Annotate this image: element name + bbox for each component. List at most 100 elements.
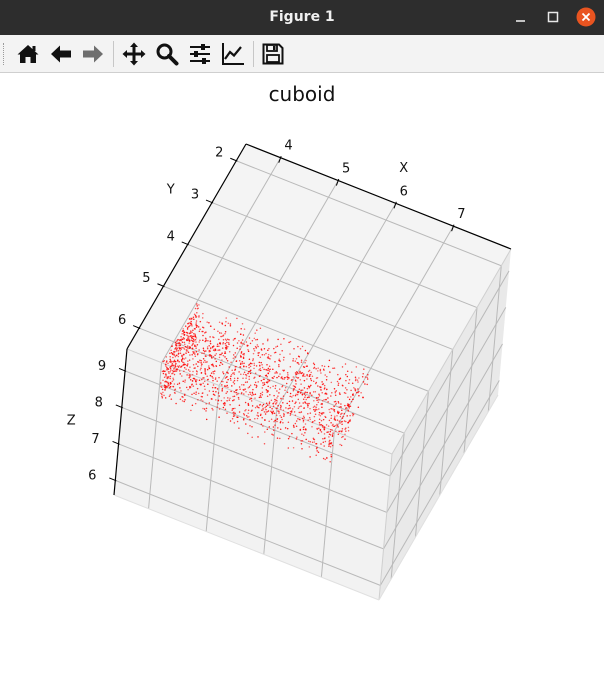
zoom-icon[interactable] xyxy=(154,41,180,67)
grid-line-z xyxy=(379,380,500,586)
scatter-point xyxy=(233,413,235,415)
scatter-point xyxy=(329,411,331,413)
scatter-point xyxy=(307,440,310,443)
scatter-point xyxy=(212,371,214,373)
scatter-point xyxy=(286,378,289,380)
edit-axes-icon[interactable] xyxy=(220,41,246,67)
scatter-point xyxy=(218,356,221,359)
scatter-point xyxy=(251,409,253,411)
scatter-point xyxy=(204,369,206,371)
scatter-point xyxy=(273,412,276,415)
scatter-point xyxy=(298,411,300,414)
scatter-point xyxy=(313,405,316,407)
scatter-point xyxy=(322,425,324,428)
scatter-point xyxy=(346,404,349,406)
maximize-icon[interactable] xyxy=(542,6,564,28)
scatter-point xyxy=(243,417,245,420)
scatter-point xyxy=(208,351,210,353)
x-tick-label: 5 xyxy=(342,162,350,177)
scatter-point xyxy=(262,384,264,386)
scatter-point xyxy=(302,420,305,423)
3d-axes[interactable]: 4 5 6 7 2 3 4 5 6 6 7 8 9 X Y Z xyxy=(0,73,604,672)
scatter-point xyxy=(322,438,324,440)
close-icon[interactable] xyxy=(575,6,597,28)
scatter-point xyxy=(247,350,250,352)
scatter-point xyxy=(186,365,189,367)
z-tick-label: 8 xyxy=(95,395,103,410)
scatter-point xyxy=(292,376,295,378)
scatter-point xyxy=(214,349,217,352)
scatter-point xyxy=(325,378,328,381)
scatter-point xyxy=(322,412,325,414)
scatter-point xyxy=(162,379,164,382)
save-icon[interactable] xyxy=(260,41,286,67)
scatter-point xyxy=(283,412,285,415)
y-tick-label: 5 xyxy=(142,271,150,286)
scatter-point xyxy=(300,359,303,361)
scatter-point xyxy=(348,398,351,401)
scatter-point xyxy=(331,435,334,437)
x-tick xyxy=(278,156,282,163)
scatter-point xyxy=(248,386,251,388)
scatter-point xyxy=(251,394,253,397)
scatter-point xyxy=(238,427,240,429)
scatter-point xyxy=(315,447,318,450)
scatter-point xyxy=(258,406,260,409)
scatter-point xyxy=(194,307,197,310)
minimize-icon[interactable] xyxy=(510,6,532,28)
scatter-point xyxy=(163,376,166,379)
scatter-point xyxy=(267,338,269,340)
scatter-point xyxy=(325,424,328,426)
scatter-point xyxy=(257,436,259,438)
scatter-point xyxy=(271,407,273,410)
scatter-point xyxy=(208,354,211,356)
scatter-point xyxy=(338,430,340,433)
scatter-point xyxy=(189,378,192,381)
scatter-point xyxy=(190,318,192,321)
matplotlib-toolbar xyxy=(0,35,604,73)
scatter-point xyxy=(179,398,182,400)
scatter-point xyxy=(295,425,298,427)
subplots-icon[interactable] xyxy=(187,41,213,67)
plot-area[interactable]: cuboid 4 5 6 7 2 3 4 5 6 6 7 8 9 X Y Z xyxy=(0,73,604,672)
scatter-point xyxy=(210,372,213,374)
scatter-point xyxy=(329,461,331,463)
scatter-point xyxy=(188,332,191,335)
forward-arrow-icon[interactable] xyxy=(80,41,106,67)
scatter-point xyxy=(267,369,269,372)
scatter-point xyxy=(307,404,309,407)
scatter-point xyxy=(287,376,290,379)
scatter-point xyxy=(192,340,194,343)
scatter-point xyxy=(212,384,215,386)
scatter-point xyxy=(199,328,201,331)
scatter-point xyxy=(205,361,207,363)
scatter-point xyxy=(193,333,195,335)
scatter-point xyxy=(313,366,316,369)
scatter-point xyxy=(203,352,205,355)
scatter-point xyxy=(266,357,269,359)
scatter-point xyxy=(337,410,339,413)
x-tick-label: 6 xyxy=(400,184,408,199)
scatter-point xyxy=(192,316,195,318)
scatter-point xyxy=(296,436,298,438)
top-pane xyxy=(127,144,511,454)
back-arrow-icon[interactable] xyxy=(48,41,74,67)
scatter-point xyxy=(169,386,171,389)
scatter-point xyxy=(238,398,240,400)
scatter-point xyxy=(205,410,207,412)
scatter-point xyxy=(276,390,278,392)
scatter-point xyxy=(191,383,193,385)
scatter-point xyxy=(363,368,365,370)
scatter-point xyxy=(222,380,224,383)
home-icon[interactable] xyxy=(15,41,41,67)
scatter-point xyxy=(295,438,298,440)
scatter-point xyxy=(195,345,197,347)
scatter-point xyxy=(200,367,202,369)
scatter-point xyxy=(245,365,248,368)
scatter-point xyxy=(343,412,346,415)
scatter-point xyxy=(300,405,302,407)
scatter-point xyxy=(190,330,192,332)
scatter-point xyxy=(304,391,307,393)
pan-icon[interactable] xyxy=(121,41,147,67)
scatter-point xyxy=(242,357,245,359)
